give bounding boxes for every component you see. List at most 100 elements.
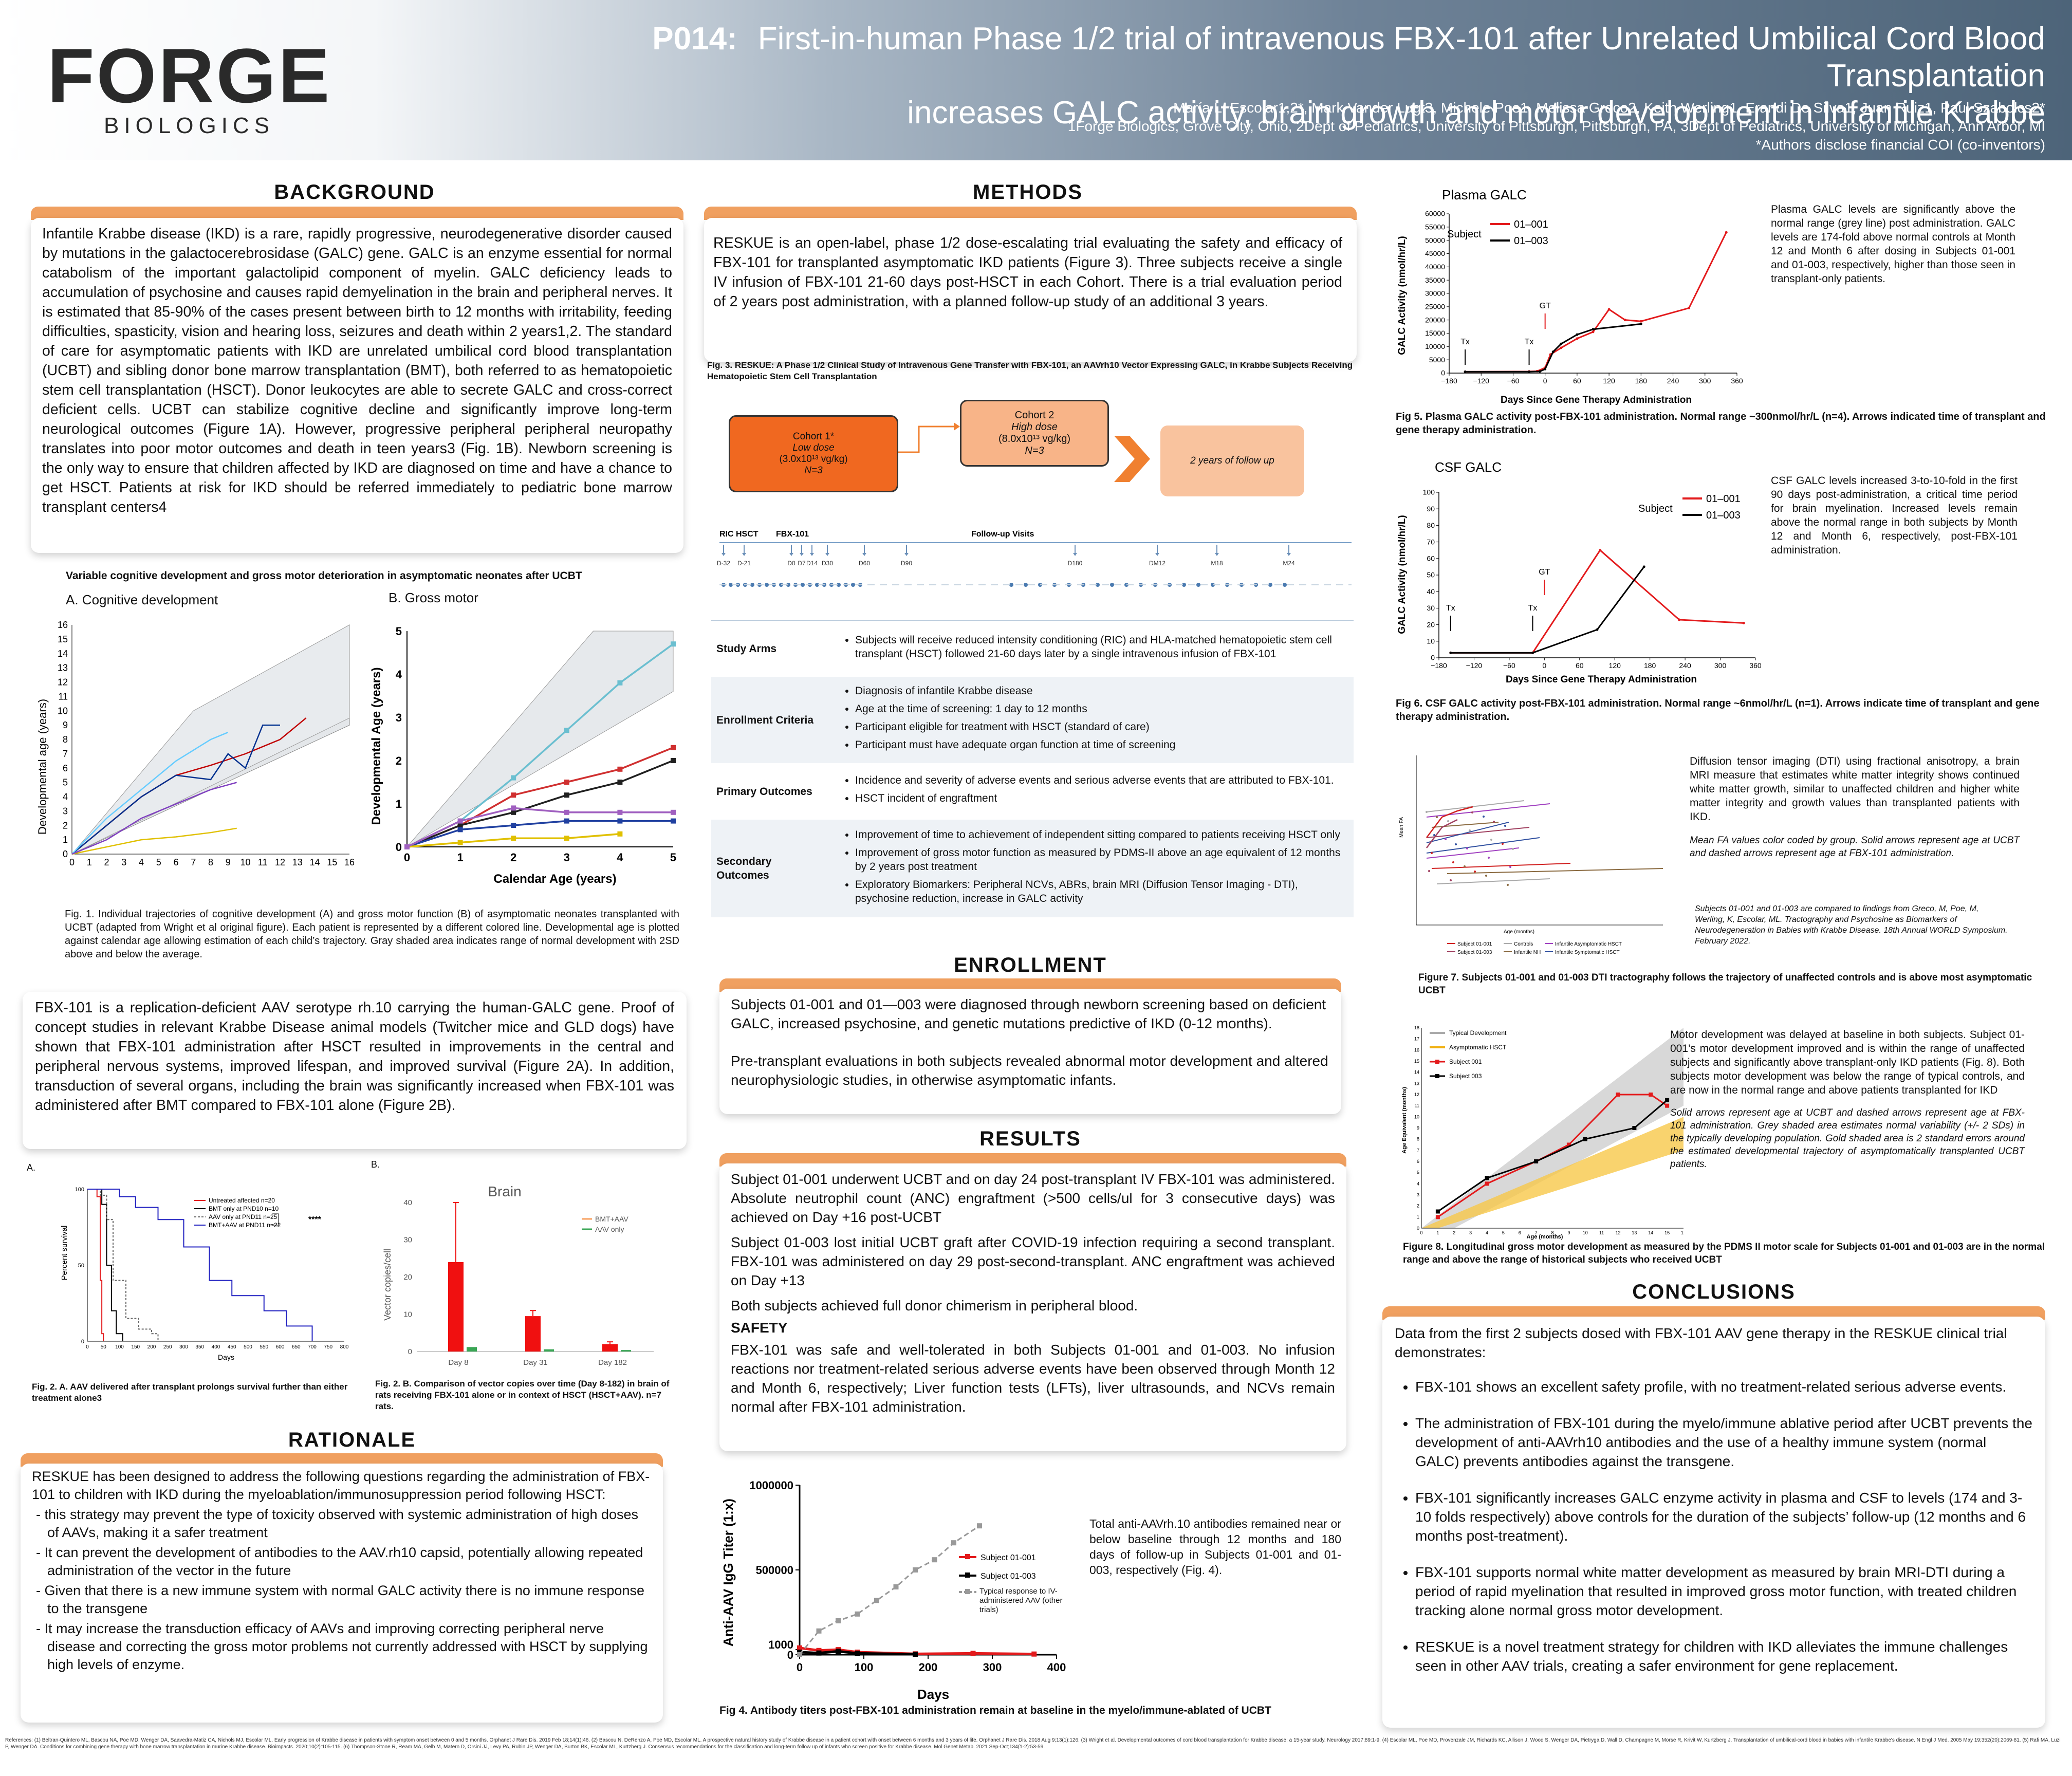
y-tick-label: 7 [63,749,68,759]
x-tick-label: −120 [1473,377,1489,385]
subject-003-line [1426,819,1458,848]
data-point [1742,621,1745,624]
survival-curve [87,1189,313,1341]
timeline-label: RIC HSCT [719,530,758,539]
x-tick-label: 550 [260,1344,268,1350]
fig8-legend-item: Subject 003 [1449,1072,1482,1080]
y-tick-label: 15000 [1425,329,1445,337]
normal-range-band [406,631,674,847]
logo-sub: BIOLOGICS [104,113,275,138]
x-tick-label: 180 [1644,661,1656,670]
x-tick-label: 1 [87,857,92,867]
x-tick-label: 2 [104,857,109,867]
y-tick-label: 15 [58,634,68,644]
y-tick-label: 60000 [1425,210,1445,218]
fig1a-label: A. Cognitive development [66,592,218,607]
poster-title: P014: First-in-human Phase 1/2 trial of i… [462,21,2045,132]
x-tick-label: 0 [1543,377,1547,385]
fig4-xlabel: Days [917,1687,949,1702]
x-tick-label: 350 [195,1344,204,1350]
x-tick-label: 200 [919,1661,938,1674]
x-tick-label: 9 [1567,1230,1570,1235]
timeline-tick-head [1155,553,1159,556]
followup-box: 2 years of follow up [1160,425,1304,496]
y-tick-label: 10 [403,1310,412,1319]
fa-trajectory [1426,822,1509,843]
y-tick-label: 30000 [1425,289,1445,298]
subject-003-line [1437,1099,1668,1212]
data-point [1639,322,1642,325]
fig4-legend-item: Typical response to IV-administered AAV … [979,1587,1063,1614]
survival-curve [87,1189,104,1341]
fig5-xlabel: Days Since Gene Therapy Administration [1501,395,1692,405]
data-point [617,680,623,686]
fa-point [1426,811,1428,813]
fa-point [1455,843,1457,845]
y-tick-label: 3 [1417,1192,1419,1197]
fig2a-ylabel: Percent survival [60,1226,69,1281]
fig8-legend-item: Typical Development [1449,1029,1507,1037]
y-tick-label: 10 [1414,1114,1419,1119]
rationale-item-text: this strategy may prevent the type of to… [44,1507,639,1540]
timeline-tick-head [825,553,829,556]
data-point [874,1598,879,1603]
data-point [1528,370,1531,373]
authors: María L. Escolar1,2*, Mark Vander Lugt3,… [1173,100,2045,116]
y-tick-label: 9 [63,720,68,730]
y-tick-label: 10000 [1425,342,1445,350]
fig6-legend: Subject 01–001 01–003 [1638,493,1741,521]
section-bar [704,207,1357,220]
fa-trajectory [1426,847,1520,859]
x-tick-label: 8 [1551,1230,1553,1235]
timeline-dot [1009,583,1013,587]
data-point [1688,306,1691,309]
fa-point [1509,866,1511,868]
conclusion-item: FBX-101 significantly increases GALC enz… [1415,1488,2033,1545]
arrow-label: Tx [1528,604,1538,613]
conclusions-list: FBX-101 shows an excellent safety profil… [1415,1377,2033,1675]
fig5-chart: Plasma GALC GALC Activity (nmol/hr/L) Da… [1397,187,1743,405]
data-point [1623,319,1626,322]
table-item: Age at the time of screening: 1 day to 1… [855,702,1348,716]
series-line [1450,549,1744,654]
data-point [1583,1137,1587,1141]
fig6-chart: CSF GALC GALC Activity (nmol/hr/L) Days … [1397,459,1762,685]
fa-point [1469,829,1471,831]
x-tick-label: 800 [340,1344,349,1350]
x-tick-label: 50 [101,1344,107,1350]
y-tick-label: 30 [403,1236,412,1245]
poster-code: P014: [652,21,737,57]
data-point [1031,1651,1037,1657]
data-point [1665,1103,1670,1108]
bar [544,1349,554,1352]
x-tick-label: 1 [1436,1230,1439,1235]
y-tick-label: 5000 [1429,356,1445,364]
timeline-tick-head [800,553,804,556]
x-tick-label: −180 [1431,661,1447,670]
y-tick-label: 50 [78,1263,84,1269]
fig4-legend-item: Subject 01-001 [980,1553,1036,1562]
y-tick-label: 2 [63,820,68,830]
y-tick-label: 0 [1431,654,1435,662]
timeline-dot [801,583,805,587]
survival-curve [87,1189,159,1341]
y-tick-label: 8 [1417,1137,1419,1142]
data-point [970,1651,976,1656]
fig7-chart: Mean FA Age (months) Subject 01-001 Cont… [1399,755,1663,955]
fa-trajectory [1431,822,1499,828]
x-tick-label: 240 [1667,377,1679,385]
data-point [617,818,623,824]
timeline-tick-head [904,553,909,556]
fig1b-label: B. Gross motor [388,590,478,605]
x-tick-label: −120 [1466,661,1483,670]
fa-point [1504,825,1506,827]
data-point [951,1540,956,1546]
data-point [671,758,676,763]
fa-point [1507,884,1509,886]
data-point [1566,1142,1571,1147]
x-tick-label: 1 [457,851,463,864]
series-line [1465,232,1727,373]
y-tick-label: 6 [1417,1159,1419,1164]
timeline-day: D180 [1068,560,1083,567]
